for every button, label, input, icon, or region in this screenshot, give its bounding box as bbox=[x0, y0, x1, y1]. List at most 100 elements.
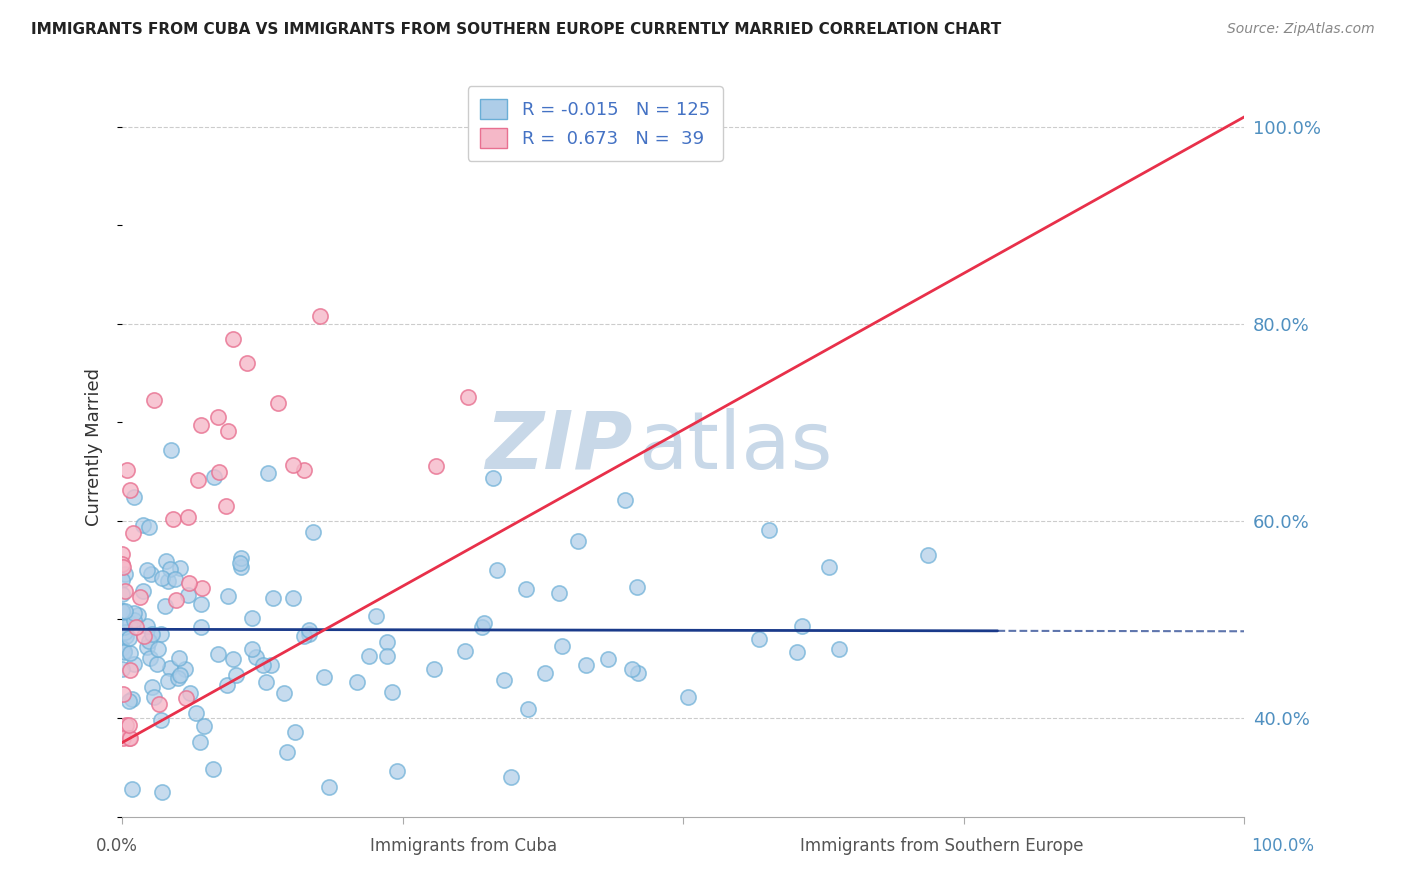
Point bbox=[201, 762, 224, 776]
Point bbox=[190, 597, 212, 611]
Point bbox=[111, 603, 134, 617]
Point bbox=[149, 714, 172, 728]
Point bbox=[111, 641, 134, 656]
Point bbox=[125, 619, 148, 633]
Text: Source: ZipAtlas.com: Source: ZipAtlas.com bbox=[1227, 22, 1375, 37]
Point bbox=[422, 661, 444, 675]
Point bbox=[111, 558, 134, 572]
Point bbox=[257, 467, 280, 481]
Point bbox=[387, 764, 409, 779]
Point bbox=[127, 607, 149, 622]
Point bbox=[162, 512, 184, 526]
Point bbox=[139, 651, 162, 665]
Point bbox=[596, 652, 619, 666]
Point bbox=[283, 591, 305, 605]
Text: 0.0%: 0.0% bbox=[96, 837, 138, 855]
Point bbox=[111, 573, 134, 587]
Text: ZIP: ZIP bbox=[485, 408, 633, 486]
Point bbox=[141, 680, 163, 694]
Point bbox=[297, 627, 319, 641]
Point bbox=[121, 692, 143, 706]
Point bbox=[131, 584, 153, 599]
Point bbox=[534, 666, 557, 681]
Point bbox=[111, 661, 134, 675]
Point bbox=[217, 424, 239, 438]
Point bbox=[284, 725, 307, 739]
Point bbox=[240, 641, 263, 656]
Point bbox=[292, 629, 315, 643]
Point bbox=[142, 690, 165, 704]
Point bbox=[567, 534, 589, 549]
Point bbox=[215, 499, 238, 513]
Point bbox=[191, 582, 214, 596]
Point bbox=[485, 563, 508, 577]
Point bbox=[188, 735, 211, 749]
Point bbox=[118, 616, 141, 631]
Point bbox=[121, 781, 143, 796]
Y-axis label: Currently Married: Currently Married bbox=[86, 368, 103, 526]
Point bbox=[141, 627, 163, 641]
Point bbox=[118, 663, 141, 677]
Point bbox=[217, 589, 239, 603]
Point bbox=[245, 650, 267, 665]
Point bbox=[260, 658, 283, 673]
Point bbox=[122, 607, 145, 621]
Point bbox=[117, 463, 139, 477]
Point bbox=[114, 566, 136, 581]
Point bbox=[187, 473, 209, 487]
Point bbox=[111, 560, 134, 574]
Point bbox=[254, 675, 277, 690]
Point bbox=[111, 687, 134, 701]
Point bbox=[225, 668, 247, 682]
Point bbox=[236, 355, 259, 369]
Point bbox=[179, 686, 201, 700]
Point bbox=[115, 718, 138, 732]
Point bbox=[229, 560, 252, 574]
Point bbox=[174, 662, 197, 676]
Point bbox=[229, 551, 252, 566]
Point bbox=[138, 520, 160, 534]
Point bbox=[482, 471, 505, 485]
Point bbox=[114, 604, 136, 618]
Point bbox=[377, 649, 399, 664]
Point bbox=[114, 624, 136, 639]
Point bbox=[156, 574, 179, 588]
Point bbox=[222, 332, 245, 346]
Point bbox=[150, 570, 173, 584]
Point bbox=[136, 619, 159, 633]
Point bbox=[160, 443, 183, 458]
Point bbox=[283, 458, 305, 472]
Point bbox=[786, 645, 808, 659]
Point bbox=[266, 395, 288, 409]
Point bbox=[138, 633, 160, 648]
Point bbox=[314, 670, 336, 684]
Point bbox=[202, 470, 225, 484]
Point bbox=[118, 631, 141, 645]
Point bbox=[111, 547, 134, 561]
Point bbox=[132, 517, 155, 532]
Point bbox=[121, 526, 143, 541]
Point bbox=[169, 561, 191, 575]
Point bbox=[114, 584, 136, 599]
Point bbox=[118, 646, 141, 660]
Point bbox=[118, 694, 141, 708]
Point bbox=[381, 685, 404, 699]
Point bbox=[575, 657, 598, 672]
Point bbox=[179, 576, 201, 591]
Point bbox=[375, 634, 398, 648]
Point bbox=[298, 623, 321, 637]
Point bbox=[118, 731, 141, 745]
Point bbox=[613, 493, 636, 508]
Point bbox=[252, 658, 274, 673]
Point bbox=[207, 410, 229, 425]
Point bbox=[157, 673, 180, 688]
Point bbox=[302, 524, 325, 539]
Point bbox=[150, 785, 173, 799]
Point bbox=[471, 619, 494, 633]
Point bbox=[177, 588, 200, 602]
Point bbox=[159, 562, 181, 576]
Point bbox=[501, 770, 523, 784]
Point bbox=[115, 629, 138, 643]
Point bbox=[120, 483, 142, 497]
Point bbox=[148, 698, 170, 712]
